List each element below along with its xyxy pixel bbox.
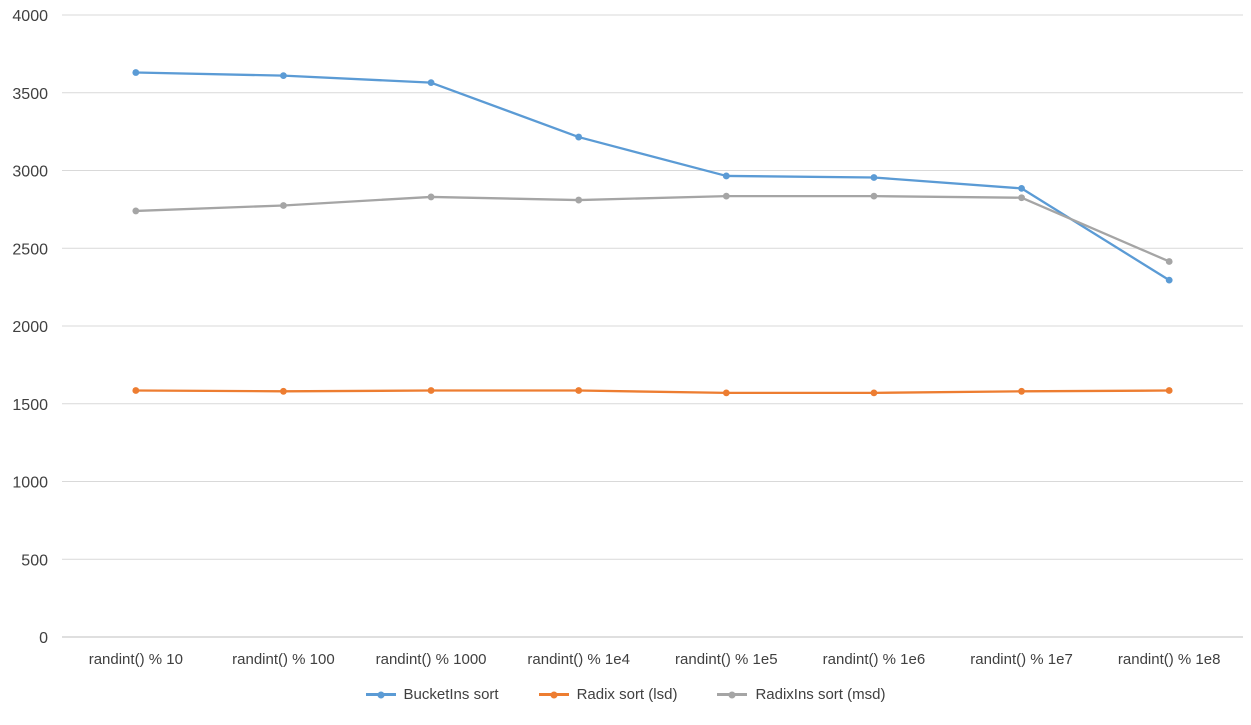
legend-item-radixins-sort-msd: RadixIns sort (msd) — [717, 686, 885, 703]
y-tick-label: 4000 — [12, 8, 48, 25]
data-point-marker — [427, 387, 435, 394]
data-point-marker — [1018, 184, 1025, 192]
data-point-marker — [427, 79, 435, 87]
data-point-marker — [575, 133, 583, 141]
legend-item-bucketins-sort: BucketIns sort — [365, 686, 499, 703]
data-point-marker — [1018, 387, 1025, 395]
legend-label: Radix sort (lsd) — [576, 686, 678, 703]
y-tick-label: 3000 — [12, 164, 48, 181]
legend-line-marker-icon — [717, 690, 748, 699]
legend-label: BucketIns sort — [403, 686, 499, 703]
data-point-marker — [132, 387, 140, 394]
data-point-marker — [575, 196, 583, 204]
data-point-marker — [280, 387, 287, 395]
x-category-label: randint() % 1e5 — [675, 651, 778, 668]
legend-item-radix-sort-lsd: Radix sort (lsd) — [538, 686, 678, 703]
data-point-marker — [1165, 276, 1173, 284]
x-category-label: randint() % 100 — [232, 651, 335, 668]
x-category-label: randint() % 1e4 — [527, 651, 630, 668]
data-point-marker — [722, 172, 730, 180]
data-point-marker — [132, 69, 140, 76]
x-category-label: randint() % 1e6 — [823, 651, 926, 668]
legend-line-marker-icon — [365, 690, 396, 699]
data-point-marker — [870, 174, 878, 181]
x-category-label: randint() % 1000 — [376, 651, 487, 668]
y-tick-label: 2500 — [12, 241, 48, 258]
y-tick-label: 1500 — [12, 397, 48, 414]
data-point-marker — [427, 193, 435, 201]
data-point-marker — [575, 387, 583, 394]
data-point-marker — [132, 207, 140, 215]
legend-label: RadixIns sort (msd) — [755, 686, 886, 703]
series-line — [134, 389, 1171, 395]
x-category-label: randint() % 1e8 — [1118, 651, 1221, 668]
x-category-label: randint() % 10 — [89, 651, 183, 668]
data-point-marker — [870, 389, 878, 397]
data-point-marker — [722, 389, 730, 397]
chart-legend: BucketIns sort Radix sort (lsd) RadixIns… — [0, 686, 1251, 703]
series-line — [134, 195, 1171, 263]
data-point-marker — [870, 192, 878, 200]
y-tick-label: 3500 — [12, 86, 48, 103]
data-point-marker — [1165, 387, 1173, 394]
chart-plot-area: 0 500 1000 1500 2000 2500 3000 3500 4000 randint(… — [12, 8, 1243, 668]
legend-line-marker-icon — [538, 690, 569, 699]
data-point-marker — [280, 72, 287, 80]
series-line — [134, 71, 1171, 282]
data-point-marker — [722, 192, 730, 200]
x-category-label: randint() % 1e7 — [970, 651, 1073, 668]
y-tick-label: 500 — [21, 552, 48, 569]
y-tick-label: 2000 — [12, 319, 48, 336]
data-point-marker — [1018, 194, 1025, 202]
y-tick-label: 1000 — [12, 475, 48, 492]
data-point-marker — [1165, 258, 1173, 265]
y-tick-label: 0 — [39, 630, 48, 647]
data-point-marker — [280, 202, 287, 209]
